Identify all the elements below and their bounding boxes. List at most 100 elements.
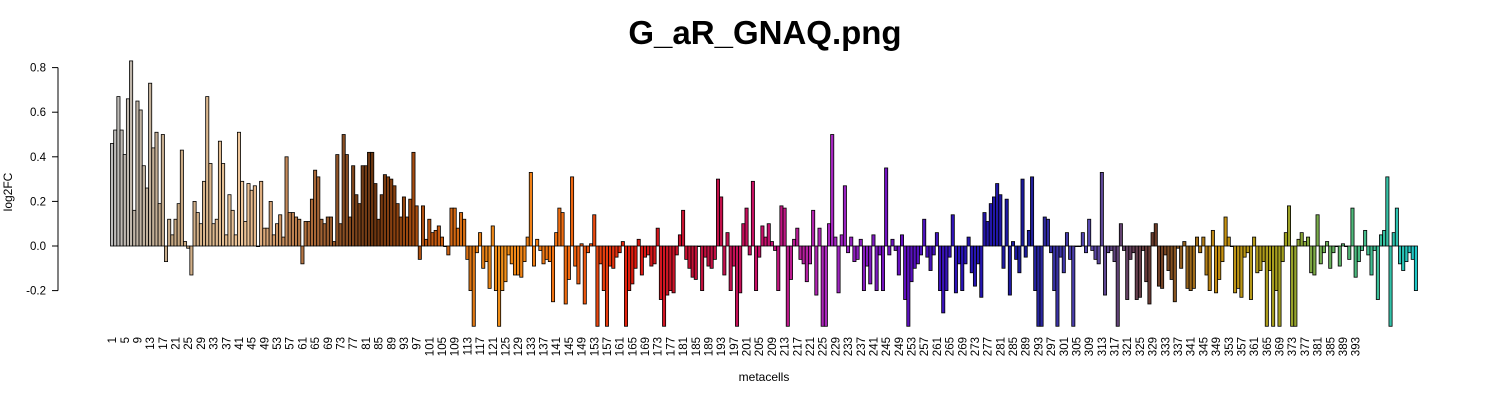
bar	[1074, 245, 1079, 248]
bar	[953, 245, 958, 294]
x-tick-label: 129	[513, 337, 525, 356]
bar	[443, 245, 448, 248]
x-tick-label: 17	[158, 337, 170, 350]
bar	[1090, 245, 1095, 251]
bar	[557, 207, 562, 247]
bar	[516, 245, 521, 276]
x-tick-label: 337	[1173, 337, 1185, 356]
x-tick-label: 77	[348, 337, 360, 350]
bar	[880, 245, 885, 291]
bar	[379, 194, 384, 247]
bar	[290, 212, 295, 247]
bar	[963, 245, 968, 265]
bar	[995, 183, 1000, 247]
x-tick-label: 45	[247, 337, 259, 350]
x-tick-label: 229	[830, 337, 842, 356]
x-tick-label: 305	[1071, 337, 1083, 356]
bar	[601, 245, 606, 291]
bar	[481, 245, 486, 269]
bar	[512, 245, 517, 276]
bar	[589, 243, 594, 247]
bar	[804, 245, 809, 283]
bar	[639, 245, 644, 276]
bar	[309, 198, 314, 247]
bar	[1375, 245, 1380, 300]
bar	[1188, 245, 1193, 291]
bar	[1039, 245, 1044, 327]
x-tick-label: 317	[1110, 337, 1122, 356]
bar	[827, 223, 832, 247]
y-tick-label: 0.0	[30, 241, 46, 253]
bar	[560, 212, 565, 247]
bar	[338, 223, 343, 247]
y-tick-label: 0.2	[30, 196, 46, 208]
bar	[268, 200, 273, 247]
bar	[1017, 245, 1022, 274]
bar	[459, 212, 464, 247]
x-tick-label: 101	[424, 337, 436, 356]
bar	[1347, 245, 1352, 260]
bar	[1007, 245, 1012, 296]
bar	[392, 185, 397, 247]
bar	[1001, 245, 1006, 269]
bar	[1296, 238, 1301, 247]
bar	[1366, 245, 1371, 256]
bar	[151, 147, 156, 247]
y-tick-label: 0.6	[30, 107, 46, 119]
x-tick-label: 369	[1275, 337, 1287, 356]
bar	[414, 205, 419, 247]
bar	[183, 241, 188, 247]
bar	[1210, 229, 1215, 247]
bar	[1350, 207, 1355, 247]
x-tick-label: 381	[1313, 337, 1325, 356]
bar	[401, 196, 406, 247]
bar	[801, 245, 806, 265]
bar	[1179, 245, 1184, 269]
bar	[719, 196, 724, 247]
bar	[189, 245, 194, 276]
bar	[595, 245, 600, 327]
x-tick-label: 265	[945, 337, 957, 356]
x-tick-label: 285	[1008, 337, 1020, 356]
bar	[957, 245, 962, 265]
bar	[354, 194, 359, 247]
bar	[1141, 245, 1146, 251]
bar	[611, 245, 616, 269]
bar	[1388, 245, 1393, 327]
bar	[173, 218, 178, 247]
bar	[487, 245, 492, 289]
bar	[871, 234, 876, 247]
bar	[687, 245, 692, 269]
bar	[164, 245, 168, 263]
bar	[1394, 207, 1399, 247]
x-tick-label: 173	[653, 337, 665, 356]
bar	[525, 236, 530, 247]
bar	[1410, 245, 1415, 260]
bar	[1099, 172, 1104, 247]
y-tick-label: 0.4	[30, 152, 47, 164]
bar	[668, 245, 673, 291]
bar	[1309, 245, 1314, 274]
bar	[287, 212, 292, 247]
bar	[535, 238, 540, 247]
bar	[202, 180, 207, 247]
bar	[1156, 245, 1161, 287]
bar	[113, 129, 118, 247]
bar	[960, 245, 965, 291]
bar	[1369, 245, 1374, 276]
bar	[1382, 229, 1387, 247]
bar	[373, 183, 378, 247]
bar	[1398, 245, 1403, 265]
bar	[785, 245, 790, 327]
bar	[744, 207, 749, 247]
bar	[900, 234, 904, 247]
bar	[988, 203, 993, 247]
bar	[398, 216, 403, 247]
x-tick-label: 385	[1325, 337, 1337, 356]
bar	[861, 245, 866, 291]
bar	[313, 169, 318, 247]
bar	[478, 232, 483, 247]
bar	[1055, 245, 1060, 327]
bar	[230, 209, 235, 247]
